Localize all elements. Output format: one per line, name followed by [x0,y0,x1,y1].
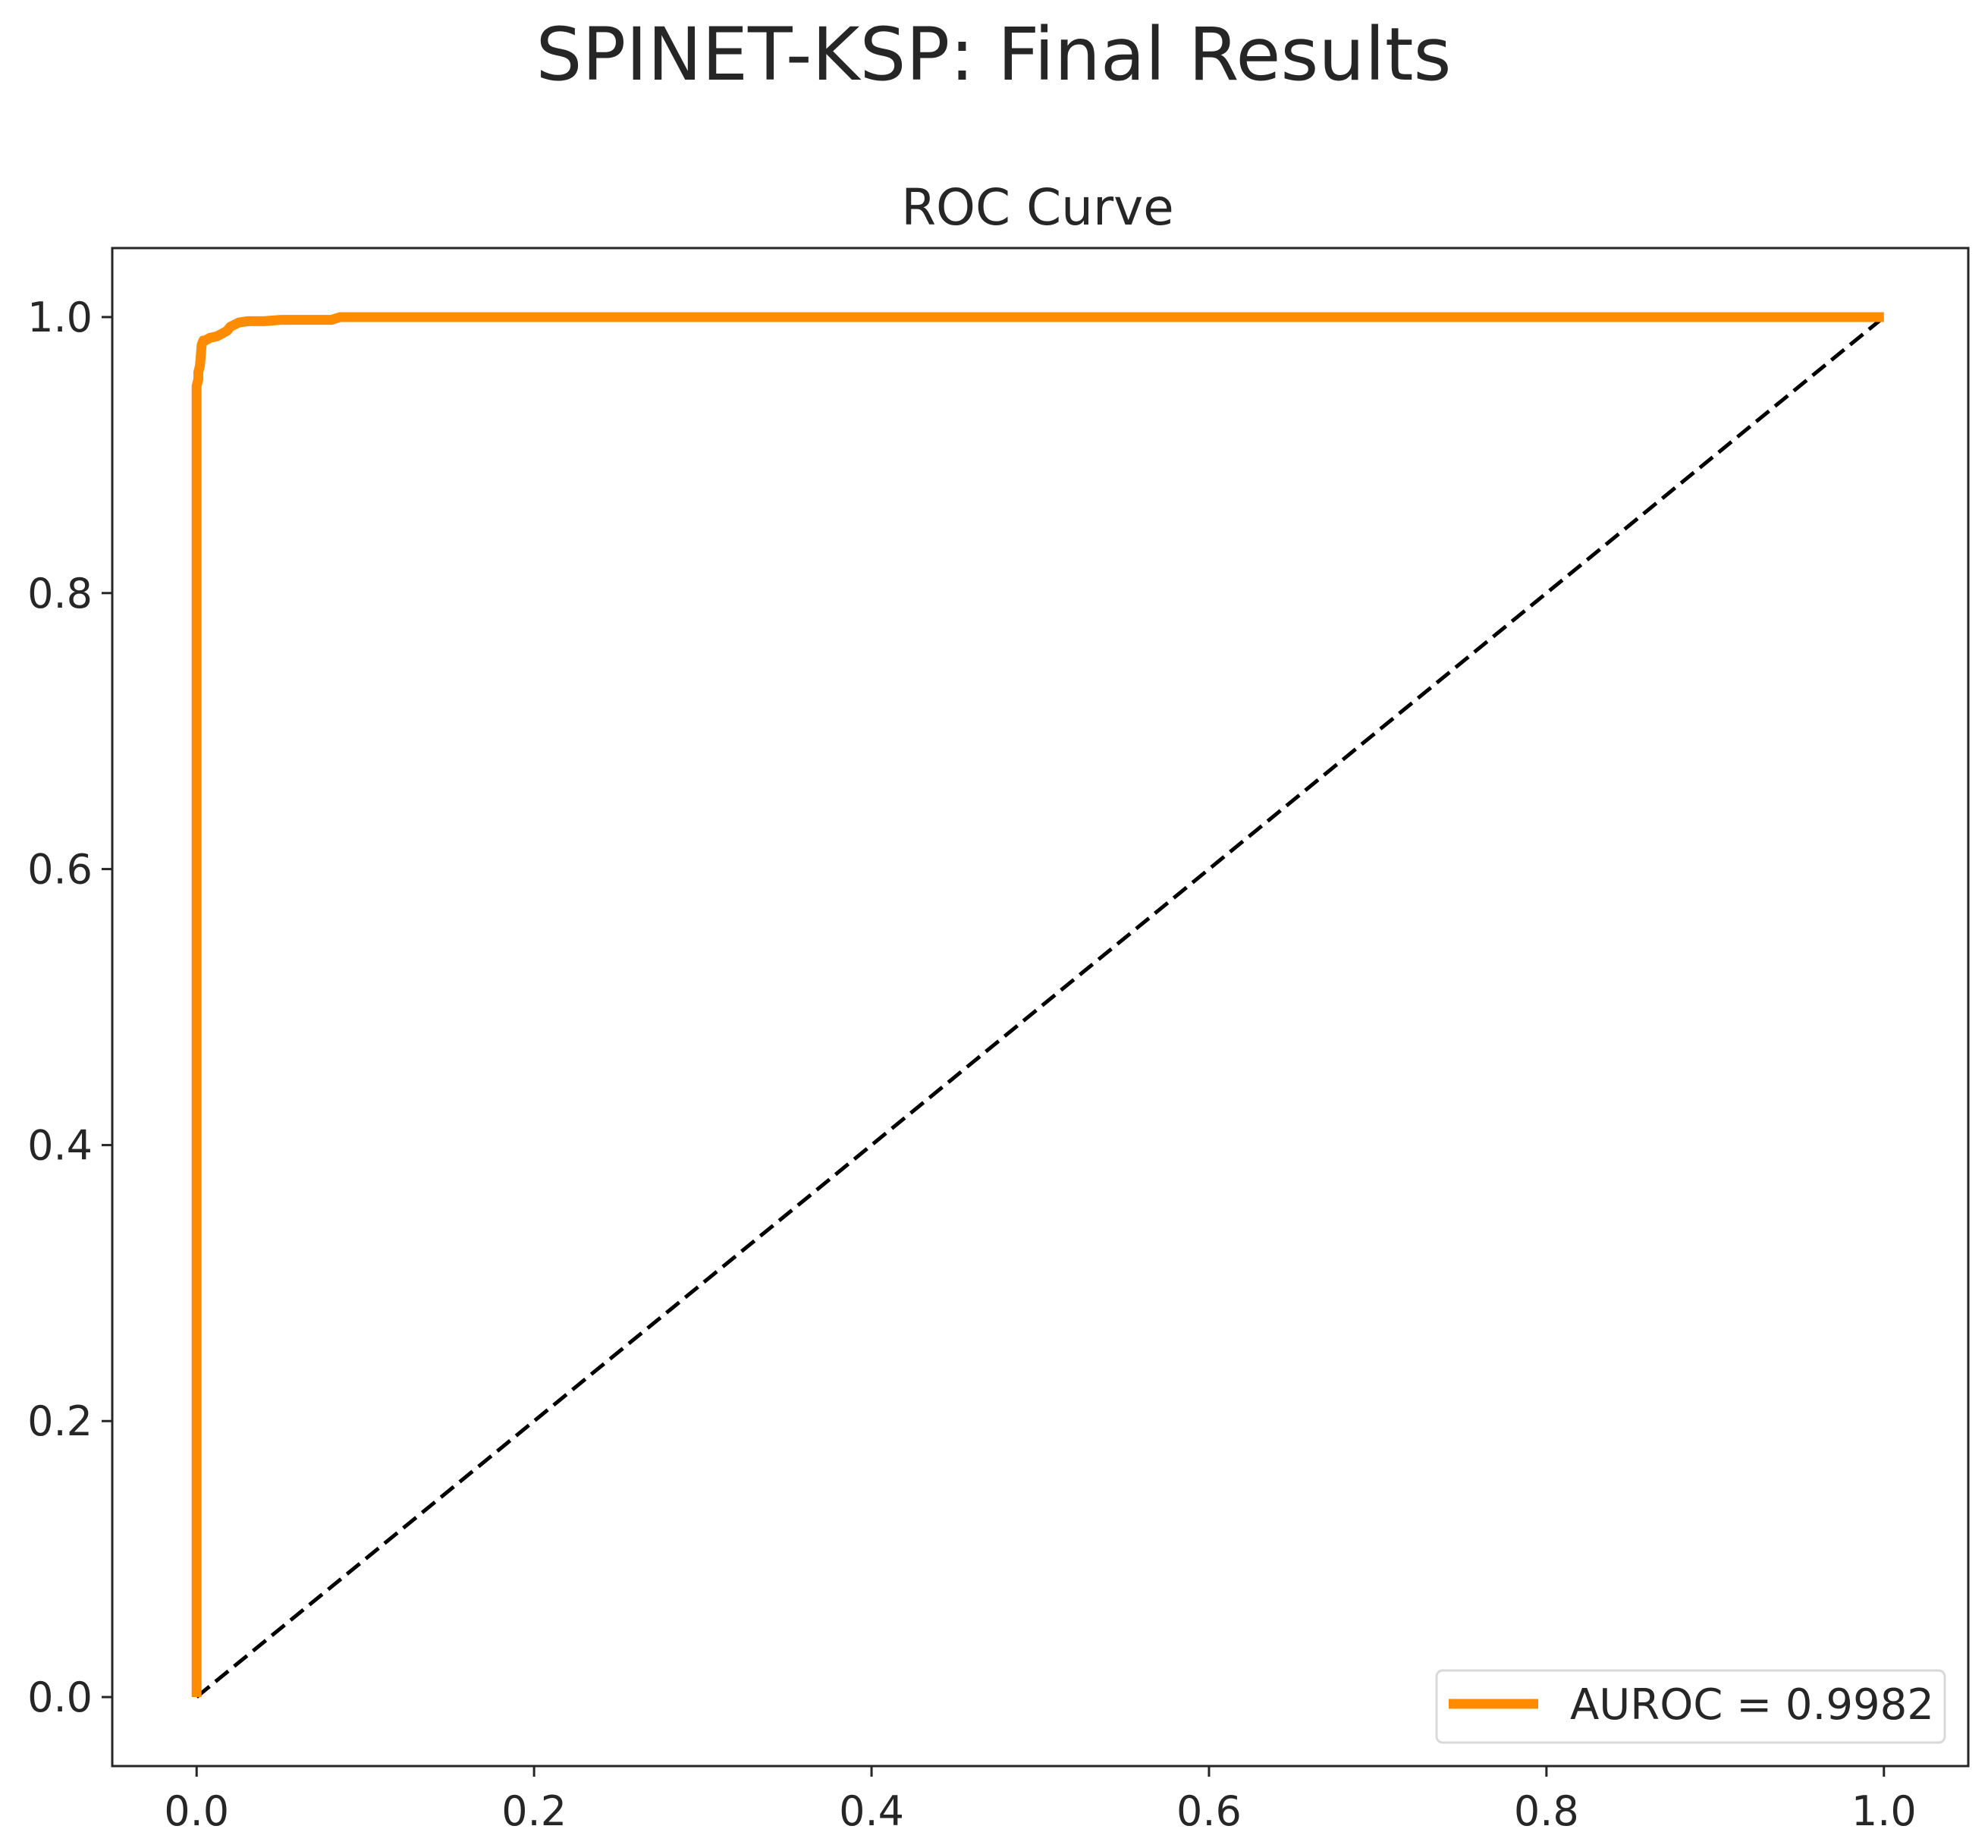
legend-label-auroc: AUROC = 0.9982 [1570,1680,1934,1730]
plot-area [191,312,1886,1699]
x-tick-label: 0.2 [501,1787,567,1835]
roc-curve-line [191,312,1884,1697]
axes-frame [111,247,1970,1768]
figure-suptitle: SPINET-KSP: Final Results [535,12,1451,97]
y-tick-label: 0.4 [27,1121,93,1169]
x-tick-label: 0.8 [1514,1787,1579,1835]
legend: AUROC = 0.9982 [1435,1669,1946,1744]
y-tick-label: 0.8 [27,570,93,618]
y-tick-label: 0.6 [27,846,93,894]
chance-diagonal-line [195,316,1886,1699]
y-tick-label: 0.2 [27,1397,93,1445]
x-tick-label: 0.4 [839,1787,904,1835]
x-tick-label: 1.0 [1851,1787,1917,1835]
chart-title: ROC Curve [901,178,1174,237]
legend-box [1435,1669,1946,1744]
x-tick-label: 0.0 [164,1787,229,1835]
x-tick-label: 0.6 [1176,1787,1242,1835]
axis-ticks: 0.0 0.2 0.4 0.6 0.8 1.0 0.0 0.2 0.4 0.6 0.8 1.0 [27,294,1917,1835]
y-tick-label: 1.0 [27,294,93,341]
y-tick-label: 0.0 [27,1674,93,1721]
